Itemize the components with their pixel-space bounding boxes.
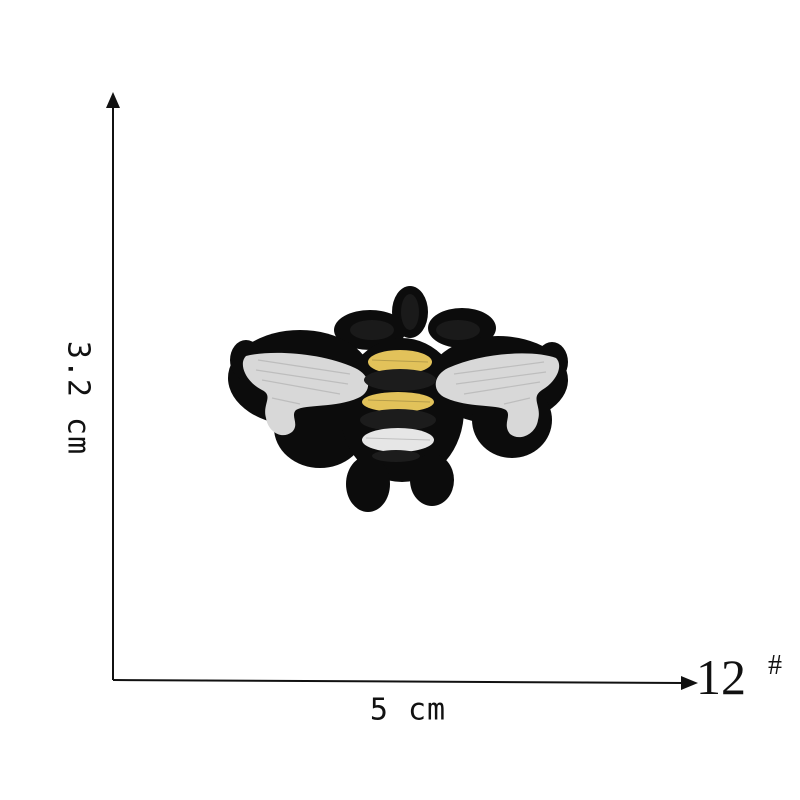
model-number: 12	[696, 649, 746, 705]
vertical-arrowhead	[106, 92, 120, 108]
model-number-suffix: #	[768, 650, 782, 681]
width-dimension-label: 5 cm	[369, 692, 447, 728]
left-wing	[242, 352, 369, 436]
bee-patch	[228, 286, 568, 512]
horizontal-arrowhead	[681, 676, 698, 690]
horizontal-axis-line	[112, 679, 685, 684]
bee-body	[360, 350, 436, 462]
